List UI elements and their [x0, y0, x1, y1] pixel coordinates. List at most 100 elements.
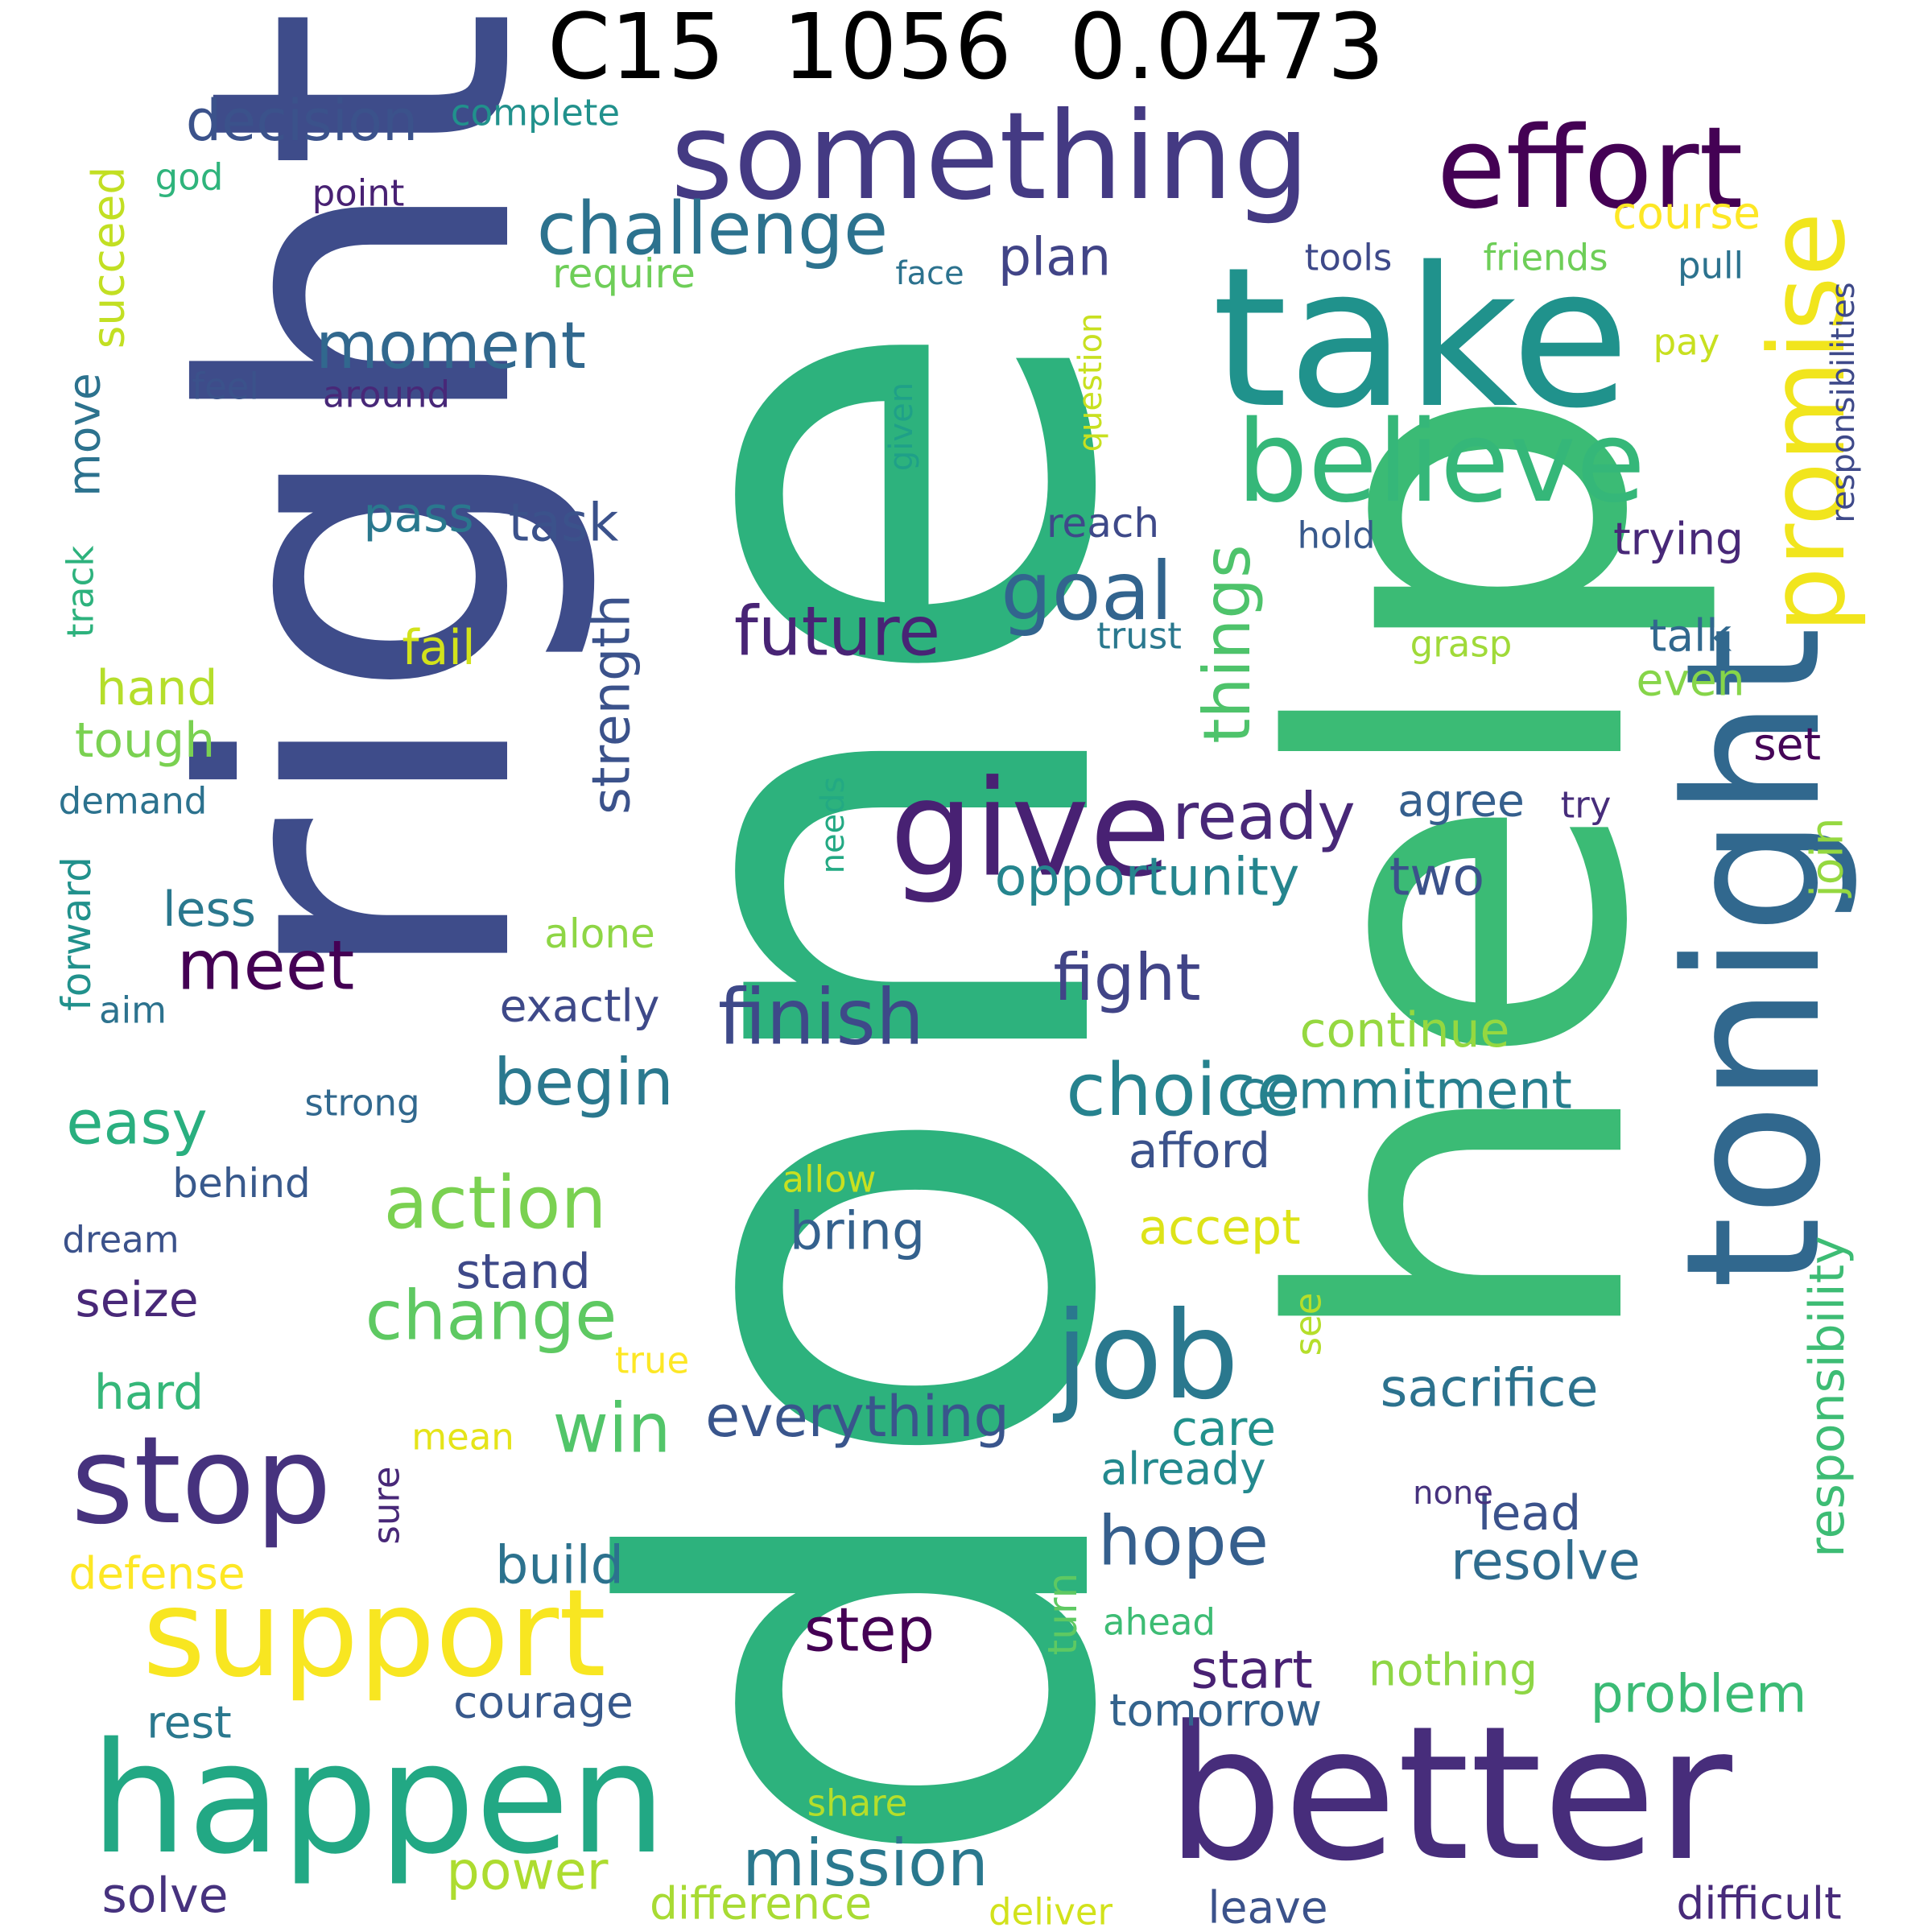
- word-seize: seize: [75, 1272, 199, 1328]
- word-everything: everything: [705, 1384, 1009, 1450]
- word-future: future: [733, 592, 941, 672]
- word-feel: feel: [192, 365, 259, 408]
- word-solve: solve: [101, 1868, 229, 1924]
- word-demand: demand: [58, 779, 208, 823]
- word-alone: alone: [544, 910, 655, 957]
- word-commitment: commitment: [1237, 1060, 1572, 1121]
- word-choice: choice: [1066, 1048, 1301, 1133]
- word-mean: mean: [411, 1415, 514, 1459]
- word-difficult: difficult: [1676, 1877, 1842, 1930]
- word-share: share: [807, 1781, 908, 1825]
- chart-title: C15 1056 0.0473: [547, 0, 1385, 100]
- word-something: something: [670, 87, 1311, 227]
- word-trying: trying: [1613, 513, 1744, 565]
- word-ready: ready: [1172, 779, 1356, 854]
- word-accept: accept: [1138, 1199, 1301, 1256]
- word-strength: strength: [581, 594, 642, 815]
- word-stop: stop: [71, 1411, 332, 1551]
- word-true: true: [614, 1339, 690, 1382]
- word-responsibility: responsibility: [1799, 1236, 1856, 1558]
- word-fight: fight: [1053, 940, 1201, 1015]
- word-face: face: [895, 255, 964, 292]
- word-change: change: [365, 1276, 617, 1356]
- word-given: given: [883, 382, 920, 472]
- word-reach: reach: [1046, 500, 1160, 547]
- word-lead: lead: [1477, 1485, 1582, 1542]
- word-allow: allow: [782, 1158, 877, 1201]
- word-none: none: [1413, 1475, 1493, 1512]
- word-god: god: [155, 155, 224, 199]
- word-less: less: [162, 881, 257, 938]
- word-trust: trust: [1096, 614, 1182, 658]
- word-succeed: succeed: [82, 166, 134, 349]
- word-things: things: [1190, 544, 1265, 744]
- word-start: start: [1191, 1640, 1313, 1701]
- word-goal: goal: [1001, 544, 1173, 638]
- word-ahead: ahead: [1103, 1600, 1216, 1644]
- word-tools: tools: [1304, 236, 1393, 279]
- word-plan: plan: [997, 227, 1112, 288]
- word-problem: problem: [1590, 1664, 1807, 1725]
- word-fail: fail: [402, 620, 476, 676]
- word-power: power: [446, 1841, 609, 1902]
- word-responsibilities: responsibilities: [1825, 282, 1862, 523]
- word-task: task: [508, 493, 619, 554]
- word-hold: hold: [1297, 514, 1376, 557]
- word-leave: leave: [1208, 1881, 1328, 1932]
- word-join: join: [1801, 817, 1853, 898]
- word-meet: meet: [176, 926, 355, 1006]
- word-even: even: [1636, 654, 1745, 706]
- word-move: move: [58, 373, 110, 497]
- word-deliver: deliver: [988, 1890, 1113, 1932]
- word-stand: stand: [456, 1244, 591, 1300]
- word-hand: hand: [96, 660, 218, 716]
- word-point: point: [312, 171, 405, 215]
- word-job: job: [1055, 1286, 1240, 1426]
- word-agree: agree: [1397, 774, 1525, 827]
- word-behind: behind: [172, 1160, 311, 1207]
- word-mission: mission: [742, 1826, 989, 1901]
- word-easy: easy: [66, 1087, 208, 1158]
- word-require: require: [552, 250, 696, 297]
- word-difference: difference: [649, 1877, 873, 1930]
- word-hope: hope: [1097, 1501, 1269, 1582]
- word-nothing: nothing: [1368, 1644, 1538, 1696]
- word-hard: hard: [93, 1364, 204, 1421]
- word-rest: rest: [147, 1696, 232, 1748]
- word-strong: strong: [304, 1081, 420, 1125]
- word-courage: courage: [453, 1676, 634, 1728]
- word-decision: decision: [185, 88, 419, 154]
- word-sacrifice: sacrifice: [1380, 1358, 1599, 1419]
- word-afford: afford: [1128, 1123, 1271, 1179]
- word-challenge: challenge: [536, 187, 889, 271]
- word-tomorrow: tomorrow: [1108, 1684, 1323, 1736]
- word-take: take: [1212, 225, 1630, 451]
- word-set: set: [1752, 718, 1822, 770]
- word-see: see: [1286, 1292, 1330, 1356]
- word-talk: talk: [1649, 609, 1732, 662]
- word-turn: turn: [1039, 1572, 1086, 1656]
- word-aim: aim: [99, 989, 167, 1032]
- word-support: support: [142, 1564, 606, 1704]
- word-pay: pay: [1653, 320, 1720, 364]
- word-forward: forward: [53, 857, 100, 1011]
- word-action: action: [383, 1161, 607, 1245]
- word-already: already: [1100, 1443, 1266, 1495]
- word-dream: dream: [62, 1218, 180, 1261]
- word-begin: begin: [493, 1045, 674, 1120]
- word-track: track: [59, 545, 102, 638]
- word-complete: complete: [450, 91, 621, 134]
- word-build: build: [495, 1535, 624, 1596]
- word-better: better: [1166, 1687, 1732, 1902]
- word-try: try: [1560, 783, 1612, 827]
- word-moment: moment: [315, 308, 587, 383]
- word-question: question: [1072, 312, 1109, 452]
- word-finish: finish: [717, 973, 925, 1063]
- word-pass: pass: [363, 487, 474, 543]
- word-friends: friends: [1483, 236, 1608, 279]
- word-sure: sure: [365, 1466, 408, 1545]
- word-pull: pull: [1677, 244, 1744, 287]
- word-defense: defense: [68, 1547, 246, 1600]
- word-win: win: [552, 1389, 671, 1469]
- word-give: give: [890, 751, 1171, 906]
